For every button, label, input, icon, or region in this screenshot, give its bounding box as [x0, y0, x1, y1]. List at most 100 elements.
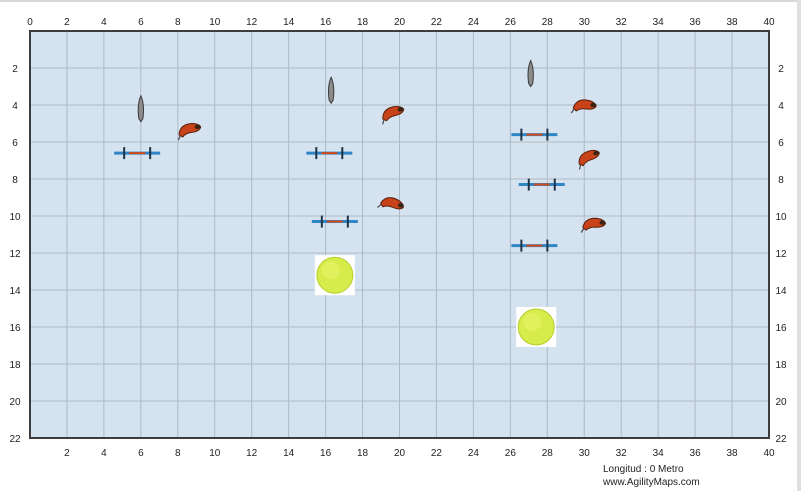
dog-head [397, 203, 404, 208]
cone-body [527, 59, 534, 88]
x-axis-bottom-label: 24 [468, 448, 480, 459]
y-axis-right-label: 14 [775, 286, 787, 297]
y-axis-left-label: 22 [9, 434, 21, 445]
x-axis-top-label: 14 [283, 17, 295, 28]
tennis-ball-highlight [523, 313, 542, 331]
x-axis-top-label: 26 [505, 17, 517, 28]
dog-body [380, 197, 404, 210]
dog-head [599, 220, 606, 225]
dog-icon[interactable] [378, 104, 406, 125]
x-axis-bottom-label: 34 [653, 448, 665, 459]
x-axis-bottom-label: 18 [357, 448, 369, 459]
y-axis-right-label: 2 [778, 64, 784, 75]
x-axis-bottom-label: 28 [542, 448, 554, 459]
dog-icon[interactable] [570, 99, 597, 114]
axis-labels: 0 224466881010121214141616181820202222242… [9, 17, 787, 459]
x-axis-top-label: 36 [690, 17, 702, 28]
y-axis-left-label: 18 [9, 360, 21, 371]
bar-jump[interactable] [311, 215, 358, 228]
grid-lines [29, 30, 770, 439]
y-axis-left-label: 8 [12, 175, 18, 186]
bar-jump[interactable] [306, 147, 353, 160]
dog-body [572, 99, 597, 112]
dog-tail [177, 135, 181, 141]
x-axis-top-label: 18 [357, 17, 369, 28]
bar-jump[interactable] [511, 239, 558, 252]
bar-jump[interactable] [114, 147, 161, 160]
dog-tail [377, 203, 382, 208]
x-axis-bottom-label: 32 [616, 448, 628, 459]
x-axis-top-label: 32 [616, 17, 628, 28]
x-axis-top-label: 16 [320, 17, 332, 28]
x-axis-bottom-label: 12 [246, 448, 258, 459]
x-axis-bottom-label: 14 [283, 448, 295, 459]
x-axis-bottom-label: 22 [431, 448, 443, 459]
obstacles [114, 59, 607, 347]
dog-icon[interactable] [574, 147, 602, 170]
x-axis-bottom-label: 10 [209, 448, 221, 459]
x-axis-top-label: 0 [27, 17, 33, 28]
y-axis-left-label: 4 [12, 101, 18, 112]
dog-tail [580, 227, 585, 233]
dog-tail [382, 119, 385, 125]
dog-icon[interactable] [377, 195, 405, 214]
x-axis-top-label: 22 [431, 17, 443, 28]
window-edge [797, 0, 801, 491]
y-axis-left-label: 14 [9, 286, 21, 297]
x-axis-top-label: 12 [246, 17, 258, 28]
dog-head [397, 107, 404, 112]
y-axis-right-label: 16 [775, 323, 787, 334]
cone-icon[interactable] [327, 75, 335, 105]
y-axis-left-label: 12 [9, 249, 21, 260]
x-axis-top-label: 8 [175, 17, 181, 28]
x-axis-bottom-label: 26 [505, 448, 517, 459]
x-axis-bottom-label: 38 [726, 448, 738, 459]
x-axis-bottom-label: 40 [763, 448, 775, 459]
tennis-ball-icon[interactable] [516, 307, 557, 347]
x-axis-top-label: 40 [763, 17, 775, 28]
x-axis-top-label: 24 [468, 17, 480, 28]
x-axis-bottom-label: 20 [394, 448, 406, 459]
x-axis-bottom-label: 36 [690, 448, 702, 459]
cone-body [137, 94, 145, 123]
y-axis-left-label: 6 [12, 138, 18, 149]
dog-head [593, 150, 599, 156]
dog-tail [578, 164, 582, 170]
dog-head [590, 102, 597, 108]
y-axis-right-label: 10 [775, 212, 787, 223]
x-axis-bottom-label: 8 [175, 448, 181, 459]
cone-icon[interactable] [527, 59, 534, 88]
y-axis-right-label: 8 [778, 175, 784, 186]
x-axis-top-label: 10 [209, 17, 221, 28]
x-axis-top-label: 34 [653, 17, 665, 28]
y-axis-right-label: 20 [775, 397, 787, 408]
x-axis-top-label: 38 [726, 17, 738, 28]
course-length-label: Longitud : 0 Metro [603, 464, 684, 475]
dog-icon[interactable] [580, 217, 607, 233]
website-label: www.AgilityMaps.com [603, 477, 700, 488]
y-axis-left-label: 2 [12, 64, 18, 75]
x-axis-bottom-label: 30 [579, 448, 591, 459]
y-axis-right-label: 6 [778, 138, 784, 149]
x-axis-bottom-label: 6 [138, 448, 144, 459]
bar-jump[interactable] [511, 128, 558, 141]
x-axis-top-label: 4 [101, 17, 107, 28]
dog-tail [570, 108, 575, 114]
dog-icon[interactable] [175, 121, 203, 141]
x-axis-top-label: 30 [579, 17, 591, 28]
y-axis-right-label: 12 [775, 249, 787, 260]
y-axis-left-label: 16 [9, 323, 21, 334]
dog-head [194, 124, 201, 129]
x-axis-bottom-label: 16 [320, 448, 332, 459]
tennis-ball-icon[interactable] [314, 255, 355, 296]
y-axis-right-label: 18 [775, 360, 787, 371]
y-axis-right-label: 22 [775, 434, 787, 445]
y-axis-right-label: 4 [778, 101, 784, 112]
cone-icon[interactable] [137, 94, 145, 123]
x-axis-bottom-label: 2 [64, 448, 70, 459]
tennis-ball-highlight [321, 261, 340, 280]
y-axis-left-label: 20 [9, 397, 21, 408]
bar-jump[interactable] [518, 178, 565, 191]
x-axis-bottom-label: 4 [101, 448, 107, 459]
